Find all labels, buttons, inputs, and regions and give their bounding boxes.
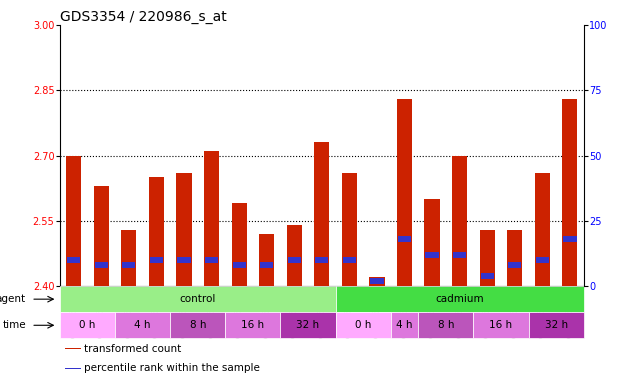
Bar xyxy=(60,312,115,338)
Text: percentile rank within the sample: percentile rank within the sample xyxy=(85,363,260,373)
Text: 8 h: 8 h xyxy=(438,320,454,330)
Text: cadmium: cadmium xyxy=(435,294,484,304)
Text: transformed count: transformed count xyxy=(85,344,182,354)
Bar xyxy=(529,312,584,338)
Bar xyxy=(473,312,529,338)
Bar xyxy=(95,262,108,268)
Bar xyxy=(170,312,225,338)
Bar xyxy=(288,257,301,263)
Bar xyxy=(453,252,466,258)
Bar xyxy=(94,186,109,286)
Bar xyxy=(397,99,412,286)
Bar xyxy=(481,273,494,278)
Bar xyxy=(425,199,440,286)
Bar xyxy=(225,312,280,338)
Text: 4 h: 4 h xyxy=(396,320,413,330)
Bar xyxy=(67,257,80,263)
Bar xyxy=(65,368,81,369)
Bar xyxy=(480,230,495,286)
Bar xyxy=(177,257,191,263)
Text: 8 h: 8 h xyxy=(189,320,206,330)
Bar xyxy=(286,225,302,286)
Text: time: time xyxy=(3,320,26,330)
Bar xyxy=(122,262,136,268)
Text: GDS3354 / 220986_s_at: GDS3354 / 220986_s_at xyxy=(60,10,227,24)
Bar xyxy=(370,278,384,284)
Bar xyxy=(534,173,550,286)
Bar xyxy=(563,236,577,242)
Bar xyxy=(452,156,467,286)
Text: 16 h: 16 h xyxy=(490,320,512,330)
Bar xyxy=(508,262,521,268)
Bar xyxy=(205,257,218,263)
Bar xyxy=(343,257,356,263)
Bar xyxy=(280,312,336,338)
Bar xyxy=(391,312,418,338)
Bar xyxy=(418,312,473,338)
Bar xyxy=(260,262,273,268)
Text: 32 h: 32 h xyxy=(545,320,568,330)
Bar xyxy=(369,277,384,286)
Text: 0 h: 0 h xyxy=(355,320,372,330)
Bar xyxy=(314,142,329,286)
Bar xyxy=(536,257,549,263)
Bar xyxy=(204,151,219,286)
Bar xyxy=(336,286,584,312)
Bar xyxy=(115,312,170,338)
Bar xyxy=(425,252,439,258)
Text: 32 h: 32 h xyxy=(297,320,319,330)
Bar xyxy=(259,234,274,286)
Bar xyxy=(562,99,577,286)
Bar xyxy=(232,262,245,268)
Text: 16 h: 16 h xyxy=(241,320,264,330)
Bar xyxy=(65,348,81,349)
Bar xyxy=(60,286,336,312)
Bar xyxy=(342,173,357,286)
Text: agent: agent xyxy=(0,294,26,304)
Bar xyxy=(177,173,192,286)
Bar xyxy=(149,177,164,286)
Text: control: control xyxy=(180,294,216,304)
Bar xyxy=(66,156,81,286)
Bar xyxy=(316,257,328,263)
Bar xyxy=(336,312,391,338)
Text: 4 h: 4 h xyxy=(134,320,151,330)
Text: 0 h: 0 h xyxy=(80,320,96,330)
Bar xyxy=(398,236,411,242)
Bar xyxy=(121,230,136,286)
Bar xyxy=(150,257,163,263)
Bar xyxy=(232,204,247,286)
Bar xyxy=(507,230,522,286)
